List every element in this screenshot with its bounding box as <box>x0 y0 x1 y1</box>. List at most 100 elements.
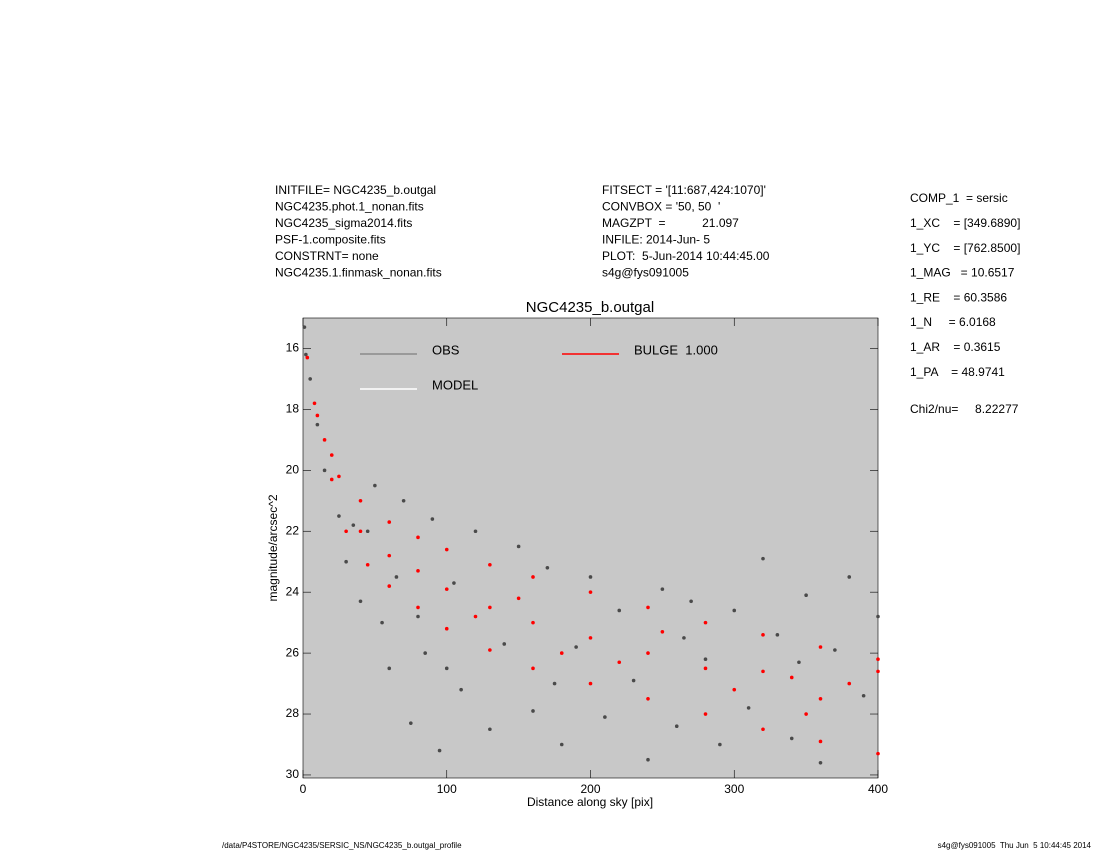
point <box>337 514 341 518</box>
point <box>682 636 686 640</box>
component-line: 1_RE = 60.3586 <box>910 290 1007 304</box>
footer-right: s4g@fys091005 Thu Jun 5 10:44:45 2014 <box>938 841 1092 850</box>
component-line: COMP_1 = sersic <box>910 191 1008 205</box>
point <box>761 556 765 561</box>
point <box>746 706 751 710</box>
point <box>416 605 420 610</box>
point <box>416 569 420 573</box>
chi2: Chi2/nu= 8.22277 <box>910 402 1019 416</box>
header-middle-line: PLOT: 5-Jun-2014 10:44:45.00 <box>602 249 770 263</box>
point <box>322 468 327 473</box>
y-tick-label: 24 <box>286 584 300 598</box>
point <box>574 645 578 649</box>
point <box>365 562 370 567</box>
legend-label: OBS <box>432 342 460 357</box>
point <box>818 645 823 649</box>
header-middle-line: INFILE: 2014-Jun- 5 <box>602 233 710 247</box>
point <box>488 562 492 567</box>
point <box>552 681 557 686</box>
component-line: 1_PA = 48.9741 <box>910 365 1005 379</box>
header-middle-line: FITSECT = '[11:687,424:1070]' <box>602 183 766 197</box>
point <box>344 559 348 564</box>
point <box>531 575 535 579</box>
point <box>531 709 535 713</box>
x-axis-label: Distance along sky [pix] <box>527 795 653 809</box>
header-left-line: PSF-1.composite.fits <box>275 233 386 247</box>
plot-area <box>302 317 879 779</box>
point <box>430 517 435 521</box>
point <box>302 325 307 329</box>
y-tick-label: 26 <box>286 645 300 659</box>
point <box>387 666 392 671</box>
component-line: 1_AR = 0.3615 <box>910 340 1001 354</box>
point <box>689 599 693 604</box>
point <box>387 553 392 558</box>
point <box>344 529 348 534</box>
point <box>473 614 478 619</box>
footer-left: /data/P4STORE/NGC4235/SERSIC_NS/NGC4235_… <box>222 841 462 850</box>
point <box>423 651 427 655</box>
point <box>588 575 593 579</box>
point <box>617 660 622 665</box>
point <box>703 666 708 671</box>
point <box>646 696 650 701</box>
point <box>312 401 317 406</box>
header-middle-line: MAGZPT = 21.097 <box>602 216 739 230</box>
point <box>308 377 312 381</box>
point <box>380 620 384 625</box>
point <box>861 693 866 698</box>
point <box>646 757 650 762</box>
legend-label: MODEL <box>432 377 478 392</box>
point <box>452 581 456 585</box>
point <box>797 660 801 665</box>
y-axis-label: magnitude/arcsec^2 <box>266 494 280 601</box>
point <box>416 535 420 540</box>
point <box>351 523 356 527</box>
point <box>631 678 636 683</box>
point <box>660 587 665 591</box>
point <box>876 657 880 661</box>
point <box>488 605 492 610</box>
x-tick-label: 200 <box>580 782 600 796</box>
point <box>358 529 363 534</box>
point <box>409 721 413 725</box>
component-line: 1_N = 6.0168 <box>910 315 996 329</box>
point <box>703 657 708 661</box>
point <box>516 544 521 549</box>
component-line: 1_MAG = 10.6517 <box>910 266 1015 280</box>
point <box>718 742 722 747</box>
point <box>588 636 593 640</box>
point <box>789 675 794 680</box>
point <box>329 477 334 482</box>
point <box>876 614 880 619</box>
y-tick-label: 22 <box>286 523 300 537</box>
legend-label: BULGE 1.000 <box>634 342 718 357</box>
point <box>660 629 665 634</box>
point <box>401 498 406 503</box>
point <box>588 590 593 594</box>
x-tick-label: 100 <box>437 782 457 796</box>
point <box>804 593 808 598</box>
point <box>488 727 492 732</box>
y-tick-label: 16 <box>286 341 300 355</box>
point <box>444 587 449 591</box>
point <box>358 599 363 604</box>
point <box>876 669 880 674</box>
point <box>416 614 420 619</box>
point <box>394 575 399 579</box>
point <box>775 633 780 637</box>
header-left-line: NGC4235.phot.1_nonan.fits <box>275 200 424 214</box>
point <box>358 498 363 503</box>
point <box>818 696 823 701</box>
point <box>588 681 593 686</box>
chart-title: NGC4235_b.outgal <box>526 299 654 316</box>
point <box>516 596 521 601</box>
point <box>488 648 492 652</box>
point <box>804 712 808 716</box>
header-middle-line: CONVBOX = '50, 50 ' <box>602 200 720 214</box>
component-line: 1_XC = [349.6890] <box>910 216 1020 230</box>
point <box>761 727 765 732</box>
point <box>437 748 442 753</box>
